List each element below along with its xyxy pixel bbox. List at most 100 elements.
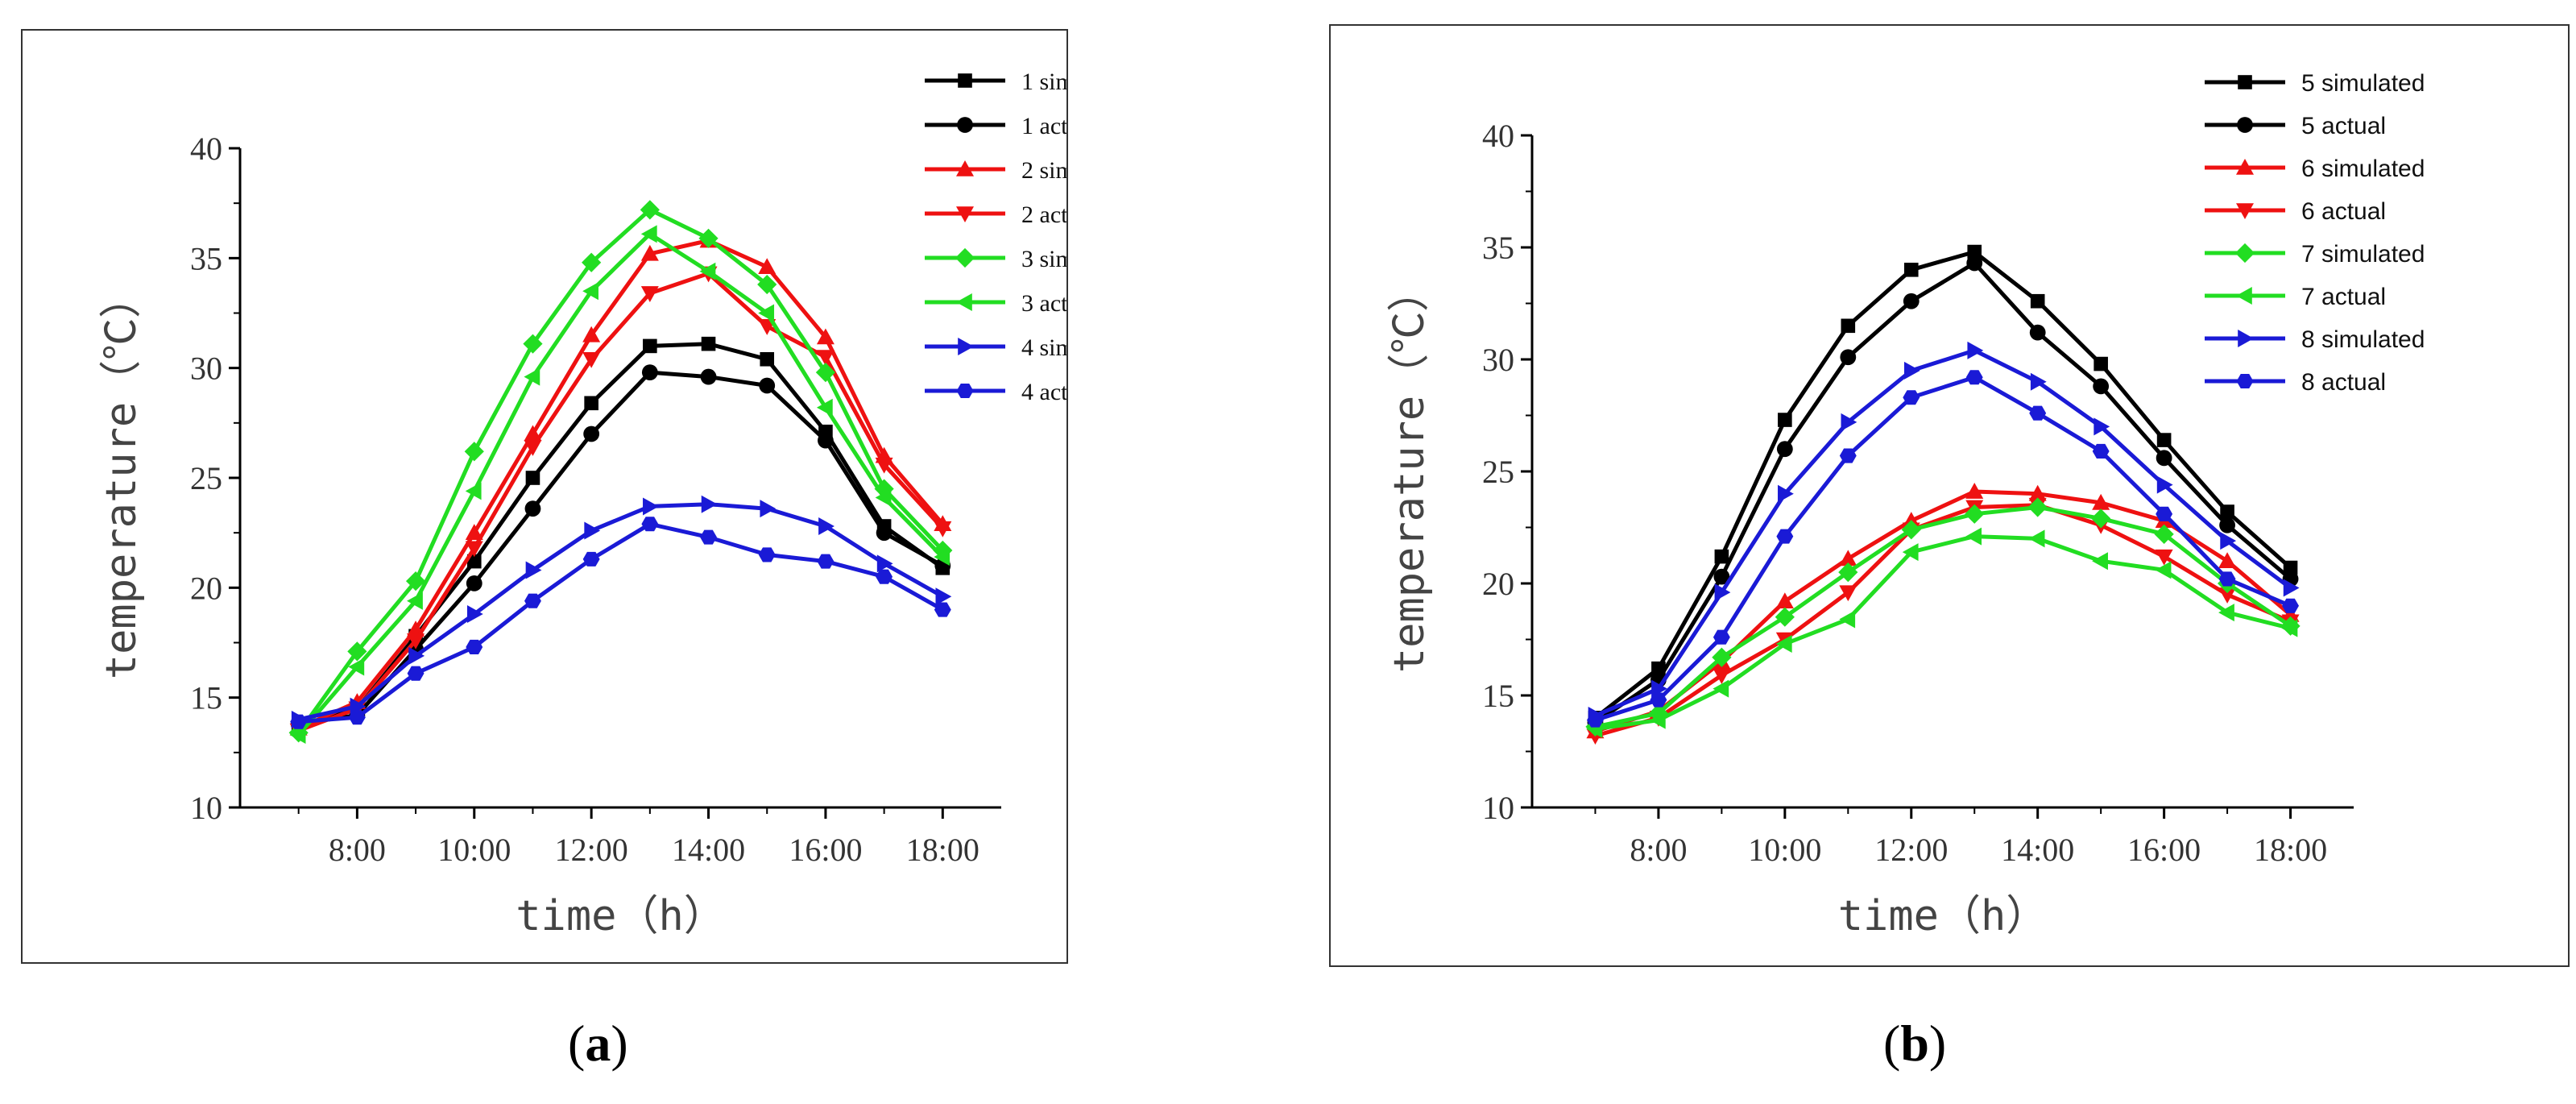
data-point-a-6	[758, 304, 775, 322]
data-point-a-8	[758, 547, 776, 562]
data-point-a-1	[701, 336, 716, 351]
series-b-8	[1587, 370, 2299, 728]
x-tick-label-a: 8:00	[329, 832, 386, 868]
data-point-b-1	[1903, 263, 1919, 277]
data-point-b-2	[1713, 568, 1730, 585]
y-tick-label-a: 15	[190, 680, 222, 716]
series-line-b-4	[1594, 503, 2292, 738]
data-point-a-6	[875, 488, 892, 507]
data-point-a-1	[643, 338, 657, 354]
data-point-b-6	[2155, 561, 2172, 579]
data-point-a-8	[524, 593, 541, 608]
x-tick-label-a: 12:00	[555, 832, 628, 868]
data-point-a-7	[935, 587, 952, 606]
caption-b-close: )	[1928, 1015, 1947, 1072]
y-tick-label-b: 35	[1482, 230, 1514, 266]
data-point-b-2	[2219, 517, 2235, 533]
legend-marker-b	[2236, 373, 2254, 389]
caption-b-open: (	[1883, 1015, 1901, 1072]
series-line-b-1	[1593, 250, 2292, 720]
caption-a: (a)	[568, 1014, 628, 1073]
data-point-b-7	[1841, 413, 1857, 431]
data-point-b-6	[1839, 610, 1856, 629]
data-point-a-5	[757, 274, 777, 295]
series-a-7	[291, 495, 952, 728]
data-point-b-5	[1838, 562, 1858, 583]
y-tick-label-b: 25	[1482, 454, 1514, 490]
data-point-a-1	[466, 554, 482, 569]
data-point-b-8	[1903, 390, 1920, 405]
x-tick-label-a: 10:00	[437, 832, 511, 868]
legend-label-b: 5 simulated	[2301, 70, 2425, 97]
x-axis-title-b: time（h）	[1838, 892, 2048, 940]
y-axis-title-b: temperature（℃）	[1385, 270, 1434, 673]
legend-marker-a	[957, 117, 973, 133]
x-tick-label-a: 18:00	[906, 832, 979, 868]
data-point-b-1	[2220, 504, 2234, 519]
x-tick-label-b: 18:00	[2254, 832, 2327, 868]
legend-label-a: 4 actual	[1021, 379, 1066, 405]
y-tick-label-b: 15	[1482, 678, 1514, 714]
series-line-a-7	[298, 502, 944, 722]
data-point-b-5	[1965, 504, 1985, 524]
series-line-b-7	[1594, 348, 2292, 718]
data-point-a-5	[582, 252, 602, 272]
data-point-b-2	[1966, 255, 1983, 272]
data-point-a-7	[643, 497, 659, 516]
data-point-b-6	[2028, 529, 2045, 548]
series-line-a-3	[297, 239, 945, 731]
data-point-a-3	[758, 258, 777, 275]
x-tick-label-b: 8:00	[1630, 832, 1687, 868]
data-point-b-1	[1841, 318, 1856, 334]
data-point-b-6	[1649, 711, 1666, 729]
data-point-a-2	[700, 368, 717, 385]
data-point-a-8	[641, 517, 659, 532]
data-point-b-8	[1650, 692, 1667, 708]
legend-label-b: 5 actual	[2301, 113, 2386, 139]
data-point-a-7	[876, 554, 893, 573]
legend-marker-b	[2238, 75, 2252, 89]
data-point-b-1	[1714, 549, 1729, 564]
legend-label-a: 2 actual	[1021, 201, 1066, 228]
data-point-b-2	[2093, 378, 2110, 395]
data-point-b-6	[1965, 527, 1982, 546]
caption-a-open: (	[568, 1015, 586, 1072]
legend-label-a: 3 actual	[1021, 290, 1066, 317]
data-point-b-2	[1840, 349, 1857, 366]
data-point-a-6	[934, 548, 950, 567]
y-tick-label-a: 40	[190, 131, 222, 167]
data-point-b-6	[1713, 679, 1729, 698]
data-point-b-6	[2092, 552, 2108, 571]
data-point-b-8	[2092, 443, 2110, 459]
data-point-b-4	[1839, 585, 1857, 602]
legend-label-b: 6 simulated	[2301, 156, 2425, 182]
legend-marker-a	[955, 247, 975, 268]
data-point-b-5	[2154, 524, 2174, 544]
data-point-a-6	[524, 367, 540, 386]
legend-marker-b	[2237, 117, 2253, 133]
data-point-b-8	[1587, 712, 1604, 728]
y-tick-label-b: 20	[1482, 566, 1514, 602]
chart-b-svg: 10 15 20 25 30 35 40 8:00 10:00 12:00 14:00 16:00 18…	[1385, 70, 2425, 940]
series-line-a-1	[297, 342, 944, 728]
data-point-a-8	[466, 639, 483, 655]
legend-label-a: 1 simulated	[1021, 68, 1066, 95]
data-point-a-8	[407, 666, 425, 681]
data-point-b-7	[1778, 484, 1794, 503]
data-point-a-4	[407, 633, 425, 650]
data-point-b-3	[1965, 483, 1984, 499]
data-point-a-7	[466, 605, 483, 624]
legend-label-b: 6 actual	[2301, 198, 2386, 225]
data-point-b-1	[1967, 244, 1982, 259]
x-tick-label-a: 14:00	[672, 832, 745, 868]
data-point-b-5	[1901, 520, 1921, 540]
y-tick-label-a: 25	[190, 460, 222, 496]
data-point-a-6	[407, 591, 423, 610]
data-point-b-2	[1903, 293, 1920, 309]
data-point-a-1	[584, 396, 598, 411]
series-a-1	[291, 336, 950, 733]
series-line-a-8	[298, 521, 944, 724]
x-tick-label-a: 16:00	[789, 832, 862, 868]
data-point-b-2	[2029, 324, 2046, 341]
caption-a-label: a	[585, 1015, 611, 1072]
